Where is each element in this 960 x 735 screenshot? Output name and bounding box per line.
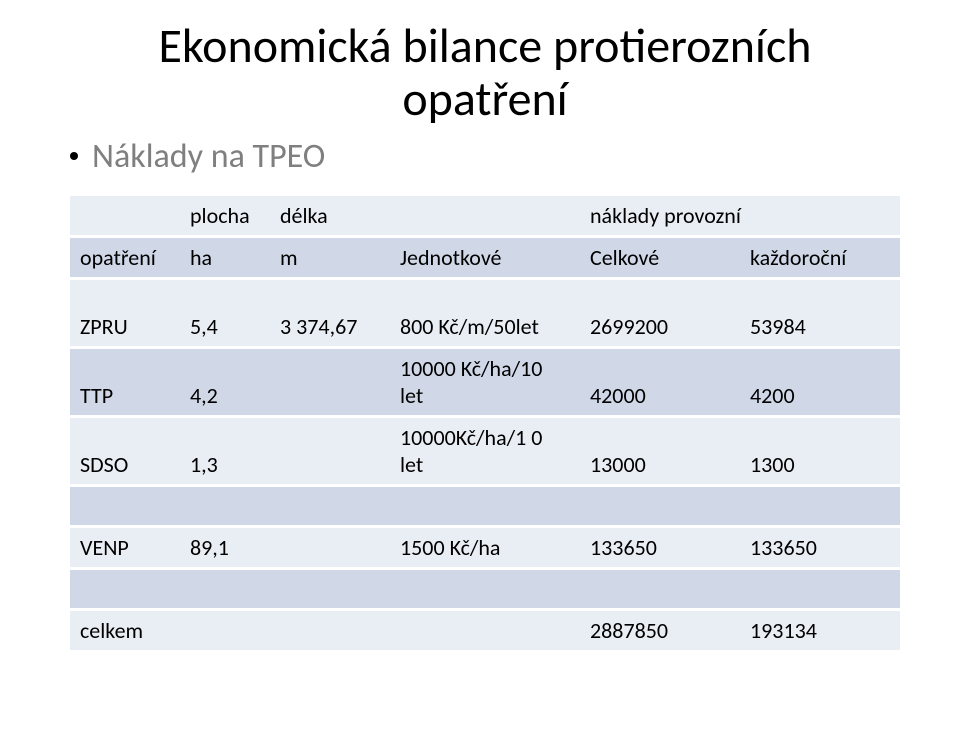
hdr1-c1 — [70, 194, 180, 236]
cell-delka — [270, 347, 390, 416]
hdr1-c2: plocha — [180, 194, 270, 236]
cell-opatreni: SDSO — [70, 416, 180, 485]
hdr2-c1: opatření — [70, 236, 180, 278]
table-header-row-1: plocha délka náklady provozní — [70, 194, 900, 236]
page-title: Ekonomická bilance protierozních opatřen… — [70, 20, 900, 126]
hdr2-c2: ha — [180, 236, 270, 278]
hdr1-c5-6: náklady provozní — [580, 194, 900, 236]
cell-plocha: 5,4 — [180, 278, 270, 347]
cell-total-label: celkem — [70, 609, 180, 651]
table-row: VENP 89,1 1500 Kč/ha 133650 133650 — [70, 526, 900, 568]
table-spacer-row — [70, 568, 900, 609]
title-line-2: opatření — [402, 69, 567, 128]
cell-total-rocni: 193134 — [740, 609, 900, 651]
hdr2-c5: Celkové — [580, 236, 740, 278]
cell-jednotkove: 10000Kč/ha/1 0 let — [390, 416, 580, 485]
cell-opatreni: VENP — [70, 526, 180, 568]
cell-plocha: 4,2 — [180, 347, 270, 416]
table-row: ZPRU 5,4 3 374,67 800 Kč/m/50let 2699200… — [70, 278, 900, 347]
cell-opatreni: ZPRU — [70, 278, 180, 347]
hdr1-c3: délka — [270, 194, 390, 236]
hdr2-c6: každoroční — [740, 236, 900, 278]
cell-jednotkove: 800 Kč/m/50let — [390, 278, 580, 347]
cell-rocni: 133650 — [740, 526, 900, 568]
table-header-row-2: opatření ha m Jednotkové Celkové každoro… — [70, 236, 900, 278]
table-total-row: celkem 2887850 193134 — [70, 609, 900, 651]
cell-rocni: 53984 — [740, 278, 900, 347]
cell-jednotkove: 1500 Kč/ha — [390, 526, 580, 568]
table-row: SDSO 1,3 10000Kč/ha/1 0 let 13000 1300 — [70, 416, 900, 485]
hdr2-c4: Jednotkové — [390, 236, 580, 278]
title-line-1: Ekonomická bilance protierozních — [159, 16, 812, 75]
cell-plocha: 1,3 — [180, 416, 270, 485]
bullet-line: Náklady na TPEO — [70, 136, 900, 177]
cell-celkove: 2699200 — [580, 278, 740, 347]
cell-total-celkove: 2887850 — [580, 609, 740, 651]
cell-delka: 3 374,67 — [270, 278, 390, 347]
slide: Ekonomická bilance protierozních opatřen… — [0, 0, 960, 735]
cell-celkove: 133650 — [580, 526, 740, 568]
cost-table: plocha délka náklady provozní opatření h… — [70, 193, 900, 653]
cell-celkove: 42000 — [580, 347, 740, 416]
cell-rocni: 1300 — [740, 416, 900, 485]
cell-jednotkove: 10000 Kč/ha/10 let — [390, 347, 580, 416]
cell-delka — [270, 526, 390, 568]
cell-celkove: 13000 — [580, 416, 740, 485]
hdr2-c3: m — [270, 236, 390, 278]
cell-plocha: 89,1 — [180, 526, 270, 568]
table-spacer-row — [70, 485, 900, 526]
bullet-icon — [70, 152, 78, 160]
cell-rocni: 4200 — [740, 347, 900, 416]
hdr1-c4 — [390, 194, 580, 236]
bullet-text: Náklady na TPEO — [92, 136, 325, 177]
table-row: TTP 4,2 10000 Kč/ha/10 let 42000 4200 — [70, 347, 900, 416]
cell-opatreni: TTP — [70, 347, 180, 416]
cell-delka — [270, 416, 390, 485]
